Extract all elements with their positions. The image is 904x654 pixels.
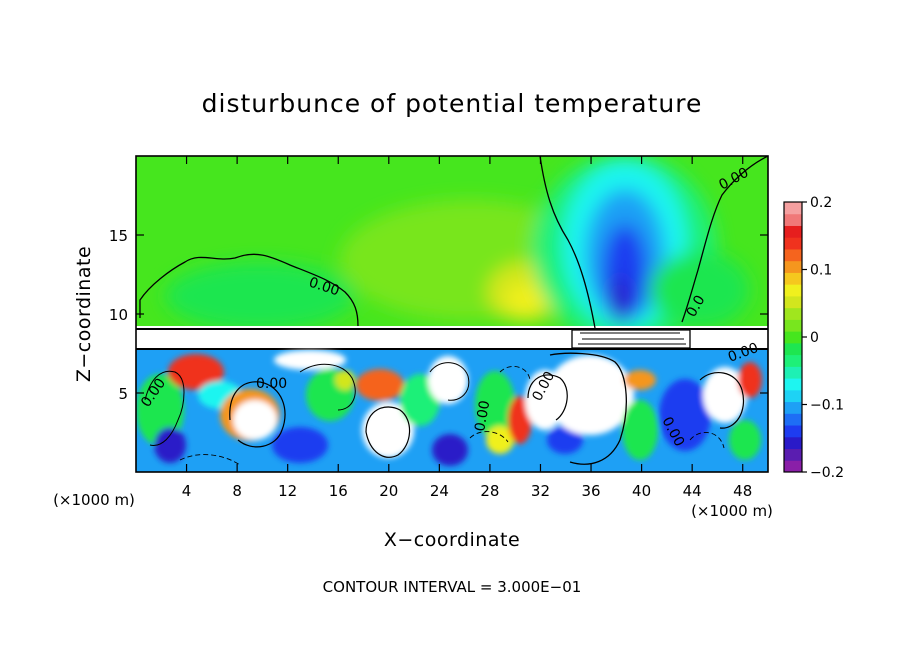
colorbar-segment: [784, 237, 802, 250]
y-axis: 5 10 15: [109, 227, 768, 403]
field-patch: [486, 426, 514, 454]
x-tick-label: 24: [430, 482, 449, 500]
lower-field: [136, 350, 768, 472]
colorbar-segment: [784, 213, 802, 226]
dashed-contour: [689, 432, 725, 449]
field-patch: [622, 400, 658, 460]
field-patch: [428, 356, 468, 404]
x-axis-label: X−coordinate: [384, 529, 520, 551]
x-unit-left: (×1000 m): [53, 491, 135, 509]
zero-contour: [681, 156, 768, 323]
contour: [527, 374, 568, 421]
dashed-contour: [499, 365, 531, 381]
contour: [699, 372, 744, 429]
colorbar-segment: [784, 319, 802, 332]
x-tick-label: 16: [329, 482, 348, 500]
field-patch: [546, 355, 634, 435]
colorbar-tick-label: −0.1: [810, 398, 844, 414]
colorbar-tick-label: 0.1: [810, 263, 832, 279]
colorbar-segment: [784, 248, 802, 262]
zero-contour: [539, 156, 596, 329]
field-patch: [272, 427, 328, 463]
colorbar-segment: [784, 260, 802, 273]
y-tick-label: 15: [109, 227, 128, 245]
colorbar-segment: [784, 448, 802, 461]
colorbar-segment: [784, 225, 802, 238]
colorbar-segment: [784, 401, 802, 414]
field-patch: [154, 427, 186, 463]
colorbar-segment: [784, 378, 802, 391]
contour-label: 0.00: [472, 399, 493, 432]
y-tick-label: 5: [118, 385, 128, 403]
x-tick-label: 28: [480, 482, 499, 500]
colorbar-tick-label: 0.2: [810, 195, 832, 211]
field-patch: [165, 262, 355, 330]
x-tick-label: 4: [182, 482, 192, 500]
colorbar-segment: [784, 389, 802, 403]
chart-title: disturbunce of potential temperature: [202, 89, 703, 118]
field-patch: [659, 379, 711, 451]
field-patch: [547, 426, 583, 454]
field-patch: [475, 371, 515, 439]
colorbar-segment: [784, 413, 802, 426]
contour: [299, 363, 356, 411]
field-patch: [362, 402, 414, 458]
x-tick-label: 20: [379, 482, 398, 500]
contour: [144, 370, 185, 446]
field-patch: [274, 350, 346, 370]
field-patch: [610, 276, 630, 324]
field-patch: [432, 434, 468, 466]
x-tick-label: 44: [683, 482, 702, 500]
field-patch: [356, 369, 404, 401]
field-patch: [624, 370, 656, 390]
x-tick-label: 32: [531, 482, 550, 500]
field-patch: [650, 252, 750, 328]
colorbar-segment: [784, 366, 802, 379]
box-contour: [571, 329, 691, 349]
contour-interval-note: CONTOUR INTERVAL = 3.000E−01: [323, 578, 582, 596]
contour: [229, 381, 286, 448]
dashed-contour: [179, 454, 241, 466]
colorbar-segment: [784, 307, 802, 320]
colorbar-segment: [784, 436, 802, 450]
contour-lines: [139, 156, 768, 466]
field-patch: [505, 284, 545, 316]
upper-field: [136, 156, 768, 346]
colorbar-tick-label: 0: [810, 330, 819, 346]
colorbar-segment: [784, 272, 802, 285]
y-tick-label: 10: [109, 306, 128, 324]
y-axis-label: Z−coordinate: [73, 246, 95, 382]
plot-area: 0.00 0.00 0.00 0.00 0.00 0.00 0.00 0.00 …: [136, 156, 768, 472]
x-unit-right: (×1000 m): [691, 502, 773, 520]
x-tick-label: 48: [733, 482, 752, 500]
box-contour: [578, 332, 686, 345]
x-tick-label: 12: [278, 482, 297, 500]
x-tick-label: 8: [232, 482, 242, 500]
colorbar-segment: [784, 342, 802, 356]
contour: [549, 352, 627, 465]
field-patch: [703, 367, 747, 423]
field-patch: [335, 370, 355, 390]
colorbar-segment: [784, 331, 802, 344]
field-patch: [729, 420, 761, 460]
x-axis: 4 8 12 16 20 24 28 32 36 40 44 48: [182, 156, 752, 500]
dashed-contour: [469, 431, 509, 443]
contour: [429, 362, 470, 401]
colorbar-segment: [784, 354, 802, 367]
x-tick-label: 36: [581, 482, 600, 500]
contour: [365, 406, 411, 458]
colorbar: 0.2 0.1 0 −0.1 −0.2: [783, 195, 844, 481]
colorbar-segment: [784, 460, 802, 473]
x-tick-label: 40: [632, 482, 651, 500]
colorbar-tick-label: −0.2: [810, 465, 844, 481]
contour-label: 0.00: [256, 376, 287, 392]
colorbar-segment: [784, 202, 802, 215]
colorbar-segment: [784, 425, 802, 438]
colorbar-segment: [784, 284, 802, 297]
colorbar-segment: [784, 295, 802, 309]
field-patch: [738, 362, 762, 398]
field-patch: [233, 400, 277, 440]
zero-contour: [139, 253, 359, 327]
